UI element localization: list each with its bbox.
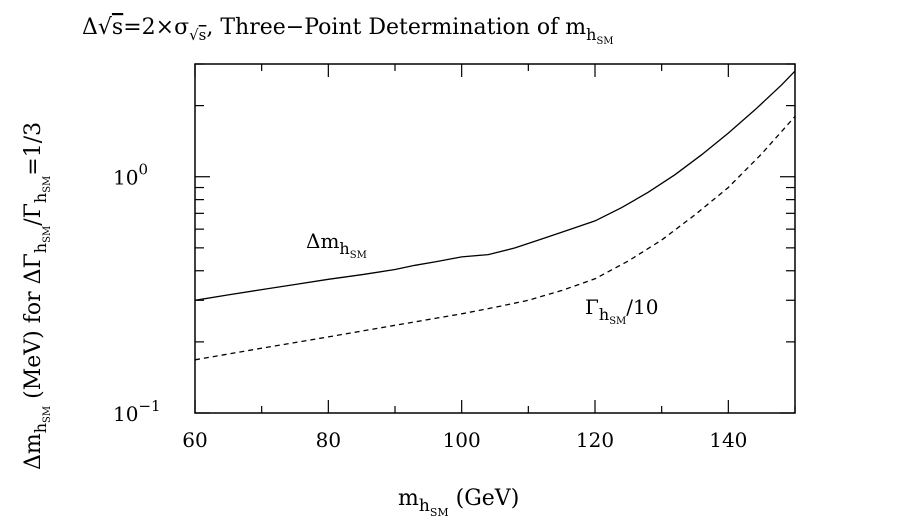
chart-title: Δ√s=2×σ√s, Three−Point Determination of … — [82, 15, 614, 47]
title-sqrt-sign: √ — [98, 15, 113, 40]
svg-text:Δ√s=2×σ√s, Three−Point Determi: Δ√s=2×σ√s, Three−Point Determination of … — [82, 15, 614, 47]
x-tick-label: 120 — [576, 428, 614, 452]
plot-frame — [194, 63, 796, 414]
y-tick-label: 100 — [113, 161, 148, 190]
x-tick-labels: 60 80 100 120 140 — [182, 428, 747, 452]
series-group — [194, 70, 796, 361]
solid-curve-label: ΔmhSM — [306, 229, 367, 261]
series-line-solid — [194, 70, 796, 301]
dashed-curve-label: ΓhSM/10 — [585, 295, 658, 327]
x-tick-label: 60 — [182, 428, 207, 452]
axis-ticks — [194, 63, 796, 414]
x-tick-label: 100 — [443, 428, 481, 452]
title-delta: Δ — [82, 15, 98, 40]
x-tick-label: 140 — [709, 428, 747, 452]
title-sigma-sub: √s — [189, 26, 206, 44]
title-sub: h — [586, 25, 596, 44]
title-subsub: SM — [596, 36, 613, 47]
x-tick-label: 80 — [316, 428, 341, 452]
title-sqrt-s: s — [112, 15, 123, 40]
x-axis-title: mhSM (GeV) — [398, 486, 519, 519]
series-line-dashed — [194, 115, 796, 361]
y-tick-label: 10−1 — [113, 397, 161, 426]
title-eq: =2×σ — [123, 15, 189, 40]
y-axis-title: ΔmhSM (MeV) for ΔΓhSM/ΓhSM=1/3 — [21, 122, 53, 470]
y-tick-labels: 100 10−1 — [113, 161, 161, 426]
title-rest: , Three−Point Determination of m — [206, 15, 586, 40]
